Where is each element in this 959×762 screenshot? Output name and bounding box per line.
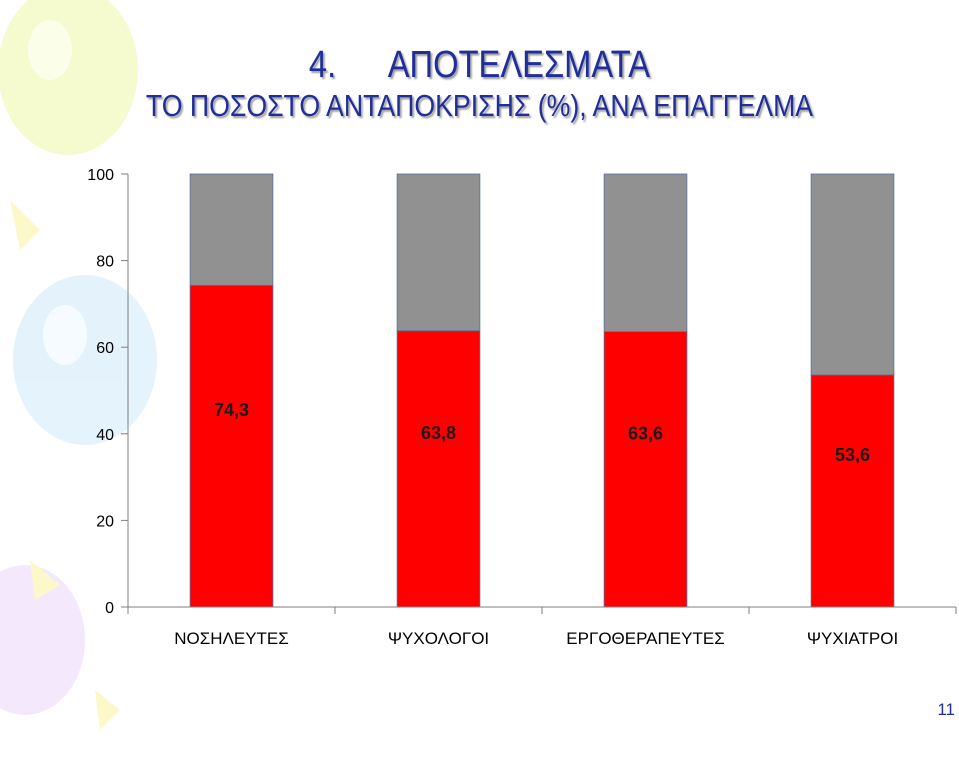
data-label: 74,3 <box>214 400 249 420</box>
bar-remainder <box>810 173 895 376</box>
bar-remainder <box>189 173 274 286</box>
slide-subheading: ΤΟ ΠΟΣΟΣΤΟ ΑΝΤΑΠΟΚΡΙΣΗΣ (%), ΑΝΑ ΕΠΑΓΓΕΛ… <box>145 88 814 123</box>
y-tick-label: 60 <box>96 340 114 357</box>
y-tick-label: 40 <box>96 427 114 444</box>
bar-remainder <box>603 173 688 333</box>
category-label: ΕΡΓΟΘΕΡΑΠΕΥΤΕΣ <box>566 629 724 648</box>
category-label: ΨΥΧΙΑΤΡΟΙ <box>807 629 898 648</box>
category-label: ΨΥΧΟΛΟΓΟΙ <box>388 629 489 648</box>
bar-remainder <box>396 173 481 332</box>
bar-response <box>603 331 688 608</box>
bar-response <box>189 284 274 608</box>
data-label: 63,6 <box>628 423 663 443</box>
y-tick-label: 0 <box>105 600 114 617</box>
slide-heading: ΑΠΟΤΕΛΕΣΜΑΤΑ <box>387 44 651 86</box>
slide-heading-row: 4. ΑΠΟΤΕΛΕΣΜΑΤΑ <box>67 44 892 87</box>
y-tick-label: 100 <box>87 167 114 184</box>
data-label: 53,6 <box>835 445 870 465</box>
bar-response <box>810 374 895 608</box>
y-tick-label: 20 <box>96 513 114 530</box>
y-tick-label: 80 <box>96 254 114 271</box>
section-number: 4. <box>308 44 337 86</box>
category-label: ΝΟΣΗΛΕΥΤΕΣ <box>174 629 289 648</box>
page-number: 11 <box>937 700 955 719</box>
bar-response <box>396 330 481 608</box>
data-label: 63,8 <box>421 423 456 443</box>
